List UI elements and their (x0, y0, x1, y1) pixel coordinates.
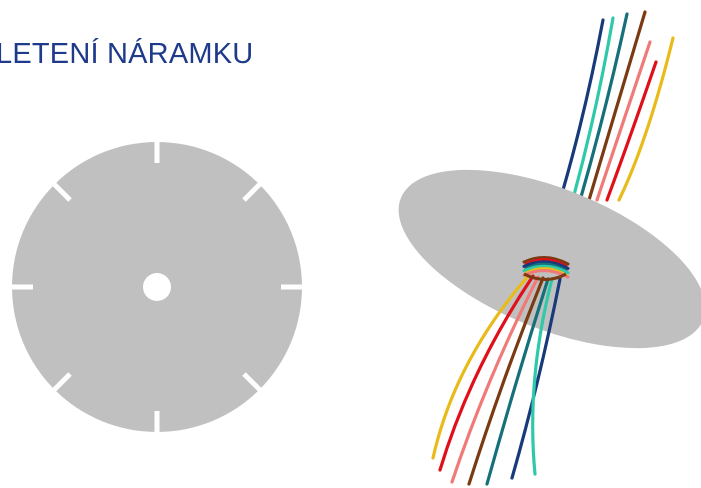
thread-top-red (605, 60, 658, 202)
disk-slots (10, 140, 304, 434)
slot-top-left (51, 181, 72, 202)
slot-bottom-left (51, 372, 72, 393)
thread-top-turquoise (572, 16, 615, 197)
braid-strand-turquoise (522, 264, 570, 275)
braid-knot (522, 256, 570, 281)
slot-top-right (242, 181, 263, 202)
braid-strand-brown (522, 256, 570, 266)
thread-bottom-teal (485, 277, 550, 486)
slot-bottom-right (242, 372, 263, 393)
thread-bottom-pink (450, 275, 540, 484)
page-title: LETENÍ NÁRAMKU (0, 38, 254, 70)
threads-bottom-group (431, 273, 562, 486)
kumihimo-disk-front (10, 140, 304, 434)
thread-bottom-navy (510, 277, 562, 480)
thread-bottom-brown (467, 276, 545, 486)
thread-top-brown (587, 10, 647, 202)
braid-strand-navy (522, 260, 570, 270)
kumihimo-disk-perspective (398, 10, 701, 486)
thread-bottom-yellow (431, 273, 531, 460)
thread-top-yellow (617, 36, 675, 202)
thread-bottom-red (438, 274, 535, 472)
braid-loop (523, 272, 567, 281)
thread-bottom-turquoise (531, 277, 554, 476)
disk-center-hole (143, 273, 171, 301)
thread-top-teal (579, 12, 629, 199)
thread-top-pink (595, 40, 652, 202)
thread-top-navy (561, 18, 605, 192)
threads-top-group (561, 10, 675, 202)
